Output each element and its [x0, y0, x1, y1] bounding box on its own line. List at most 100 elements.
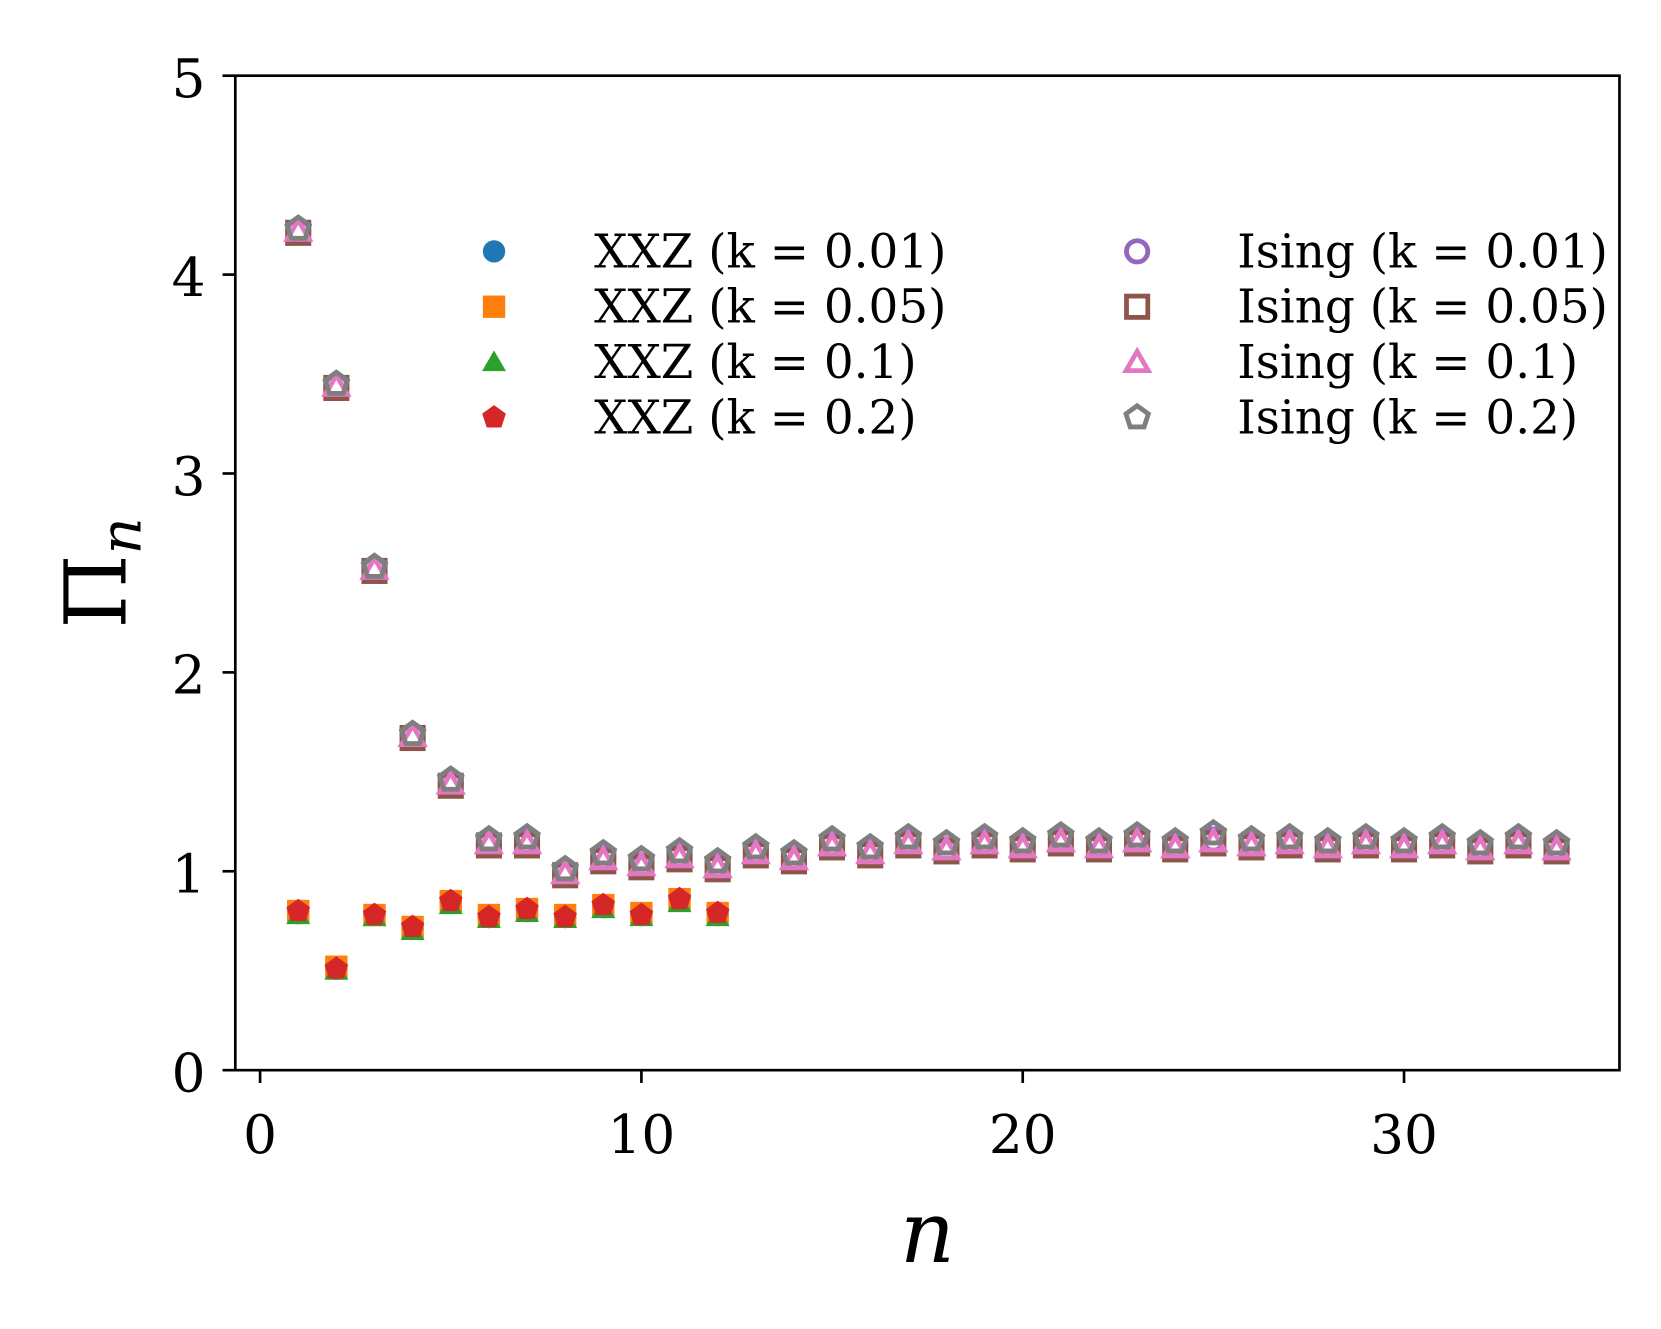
x-axis-label: n [900, 1184, 955, 1283]
data-point [667, 886, 692, 910]
data-point [1008, 826, 1037, 854]
data-point [1466, 828, 1495, 856]
data-point [515, 896, 539, 920]
x-tick-label: 10 [608, 1104, 676, 1166]
legend-marker [482, 295, 506, 318]
data-point [360, 552, 389, 579]
data-point [1350, 827, 1382, 855]
data-point [969, 827, 1000, 855]
data-point [1199, 818, 1228, 846]
data-point [474, 824, 503, 852]
axis-ticks: 0 10 20 30 0 1 2 3 4 5 [172, 48, 1438, 1166]
data-point [1274, 827, 1305, 855]
data-point [1388, 831, 1420, 859]
legend-marker [482, 405, 506, 428]
data-point [1465, 834, 1496, 861]
legend-item: Ising (k = 0.05) [1124, 281, 1608, 335]
y-tick-label: 5 [172, 48, 206, 110]
series-1 [287, 887, 729, 978]
data-point [627, 844, 656, 872]
data-point [854, 837, 886, 865]
y-label-sub: n [88, 517, 155, 554]
series-0 [287, 887, 729, 980]
data-point [589, 838, 618, 866]
data-point [818, 824, 846, 852]
data-point [477, 904, 501, 928]
legend-label: Ising (k = 0.01) [1237, 225, 1608, 279]
legend-item: XXZ (k = 0.01) [482, 225, 946, 279]
data-point [551, 854, 580, 882]
data-point [778, 843, 810, 871]
legend-marker [1123, 402, 1152, 430]
data-point [284, 214, 313, 241]
legend-label: XXZ (k = 0.05) [594, 281, 946, 335]
data-point [665, 836, 694, 864]
data-point [1046, 820, 1075, 848]
y-tick-label: 0 [172, 1042, 206, 1104]
y-tick-label: 2 [172, 645, 206, 707]
legend-item: XXZ (k = 0.05) [482, 281, 946, 335]
data-point [435, 768, 466, 795]
data-point [893, 827, 924, 855]
data-point [970, 822, 999, 850]
legend-label: Ising (k = 0.1) [1237, 336, 1578, 390]
data-point [400, 914, 425, 937]
series-2 [286, 891, 730, 980]
data-point [705, 900, 730, 924]
data-point [1085, 826, 1113, 854]
legend-item: Ising (k = 0.1) [1121, 336, 1578, 390]
legend-marker [482, 350, 507, 372]
legend-marker [1124, 238, 1151, 265]
data-point [549, 857, 581, 885]
data-point [398, 719, 427, 746]
data-point [1236, 829, 1267, 857]
data-points [283, 214, 1572, 980]
y-tick-label: 1 [172, 844, 206, 906]
data-point [626, 849, 657, 877]
x-tick-label: 0 [243, 1104, 277, 1166]
data-point [588, 843, 619, 871]
data-point [553, 904, 577, 928]
data-point [1160, 831, 1191, 859]
legend-label: Ising (k = 0.2) [1237, 391, 1578, 445]
data-point [1313, 826, 1342, 854]
data-point [932, 828, 961, 856]
data-point [703, 846, 732, 874]
data-point [1541, 834, 1572, 861]
series-3 [286, 886, 730, 979]
y-tick-label: 4 [172, 247, 206, 309]
data-point [436, 765, 465, 792]
data-point [1045, 826, 1077, 853]
data-point [1083, 831, 1115, 859]
series-7 [284, 214, 1571, 882]
data-point [856, 832, 885, 860]
data-point [629, 902, 654, 926]
legend-label: Ising (k = 0.05) [1237, 281, 1608, 335]
data-point [741, 832, 770, 860]
data-point [324, 956, 349, 979]
data-point [1542, 828, 1571, 856]
legend-label: XXZ (k = 0.01) [594, 225, 946, 279]
legend-marker [1124, 293, 1151, 320]
plot-frame [233, 74, 1621, 1072]
legend-marker [1121, 346, 1153, 374]
data-point [1237, 824, 1266, 852]
data-point [779, 838, 808, 866]
y-tick-label: 3 [172, 446, 206, 508]
y-label-pi: Π [48, 554, 147, 628]
data-point [286, 898, 311, 922]
data-point [702, 851, 733, 879]
data-point [1161, 826, 1190, 854]
data-point [1007, 831, 1038, 859]
data-point [1275, 822, 1304, 850]
data-point [591, 892, 616, 916]
series-6 [283, 215, 1572, 885]
data-point [1428, 822, 1457, 850]
data-point [1426, 827, 1458, 855]
data-point [439, 888, 463, 912]
legend-item: Ising (k = 0.2) [1123, 391, 1578, 445]
data-point [513, 822, 541, 850]
data-point [894, 822, 923, 850]
legend-label: XXZ (k = 0.2) [594, 391, 916, 445]
data-point [473, 827, 505, 855]
